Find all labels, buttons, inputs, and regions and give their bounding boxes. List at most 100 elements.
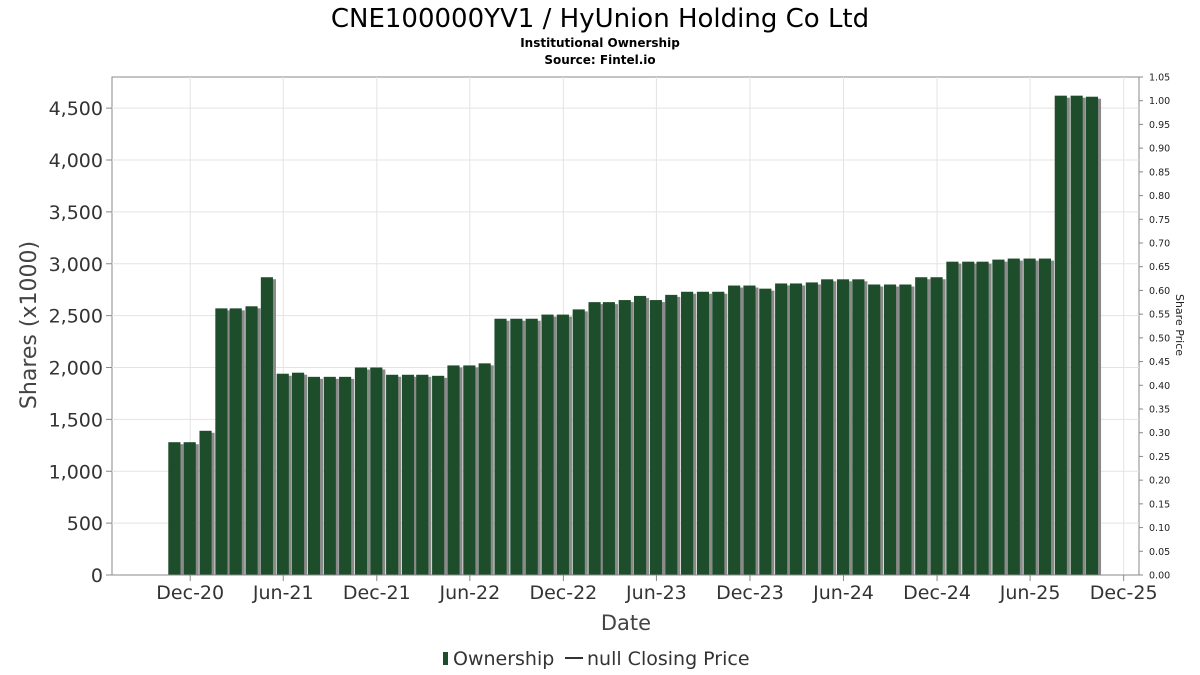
x-tick-label: Jun-23	[625, 582, 687, 604]
bar	[572, 309, 585, 575]
bar	[370, 367, 383, 575]
bar	[946, 261, 959, 575]
bar	[649, 300, 662, 575]
bar	[416, 374, 429, 575]
chart-title: CNE100000YV1 / HyUnion Holding Co Ltd	[331, 4, 869, 34]
y-right-tick-label: 0.05	[1149, 547, 1170, 558]
bar	[510, 318, 523, 575]
y-right-tick-label: 0.35	[1149, 405, 1170, 416]
bar	[541, 314, 554, 575]
bar	[1085, 96, 1099, 576]
bar	[759, 288, 772, 575]
bar	[556, 314, 569, 575]
bar	[1054, 95, 1067, 576]
legend-closing-price-label: null Closing Price	[587, 648, 750, 670]
bar	[805, 282, 818, 575]
bar	[821, 279, 834, 575]
bar	[323, 376, 336, 575]
bar	[634, 295, 647, 575]
bar	[401, 374, 415, 575]
x-tick-label: Dec-20	[156, 582, 224, 604]
y-right-tick-label: 0.30	[1149, 428, 1170, 439]
y-tick-label: 3,500	[49, 202, 103, 224]
bar	[775, 283, 788, 575]
bar	[696, 291, 710, 575]
bar	[883, 284, 897, 575]
bar	[836, 279, 850, 575]
bar	[915, 277, 928, 575]
y-right-tick-label: 1.05	[1149, 73, 1170, 84]
bar	[588, 302, 601, 575]
bar	[1007, 258, 1020, 575]
y-tick-label: 500	[67, 513, 103, 535]
bar	[852, 279, 865, 575]
y-right-tick-label: 0.10	[1149, 523, 1170, 534]
x-tick-label: Jun-22	[438, 582, 500, 604]
bar	[962, 261, 975, 575]
bar	[260, 277, 273, 575]
y-tick-label: 1,000	[49, 461, 103, 483]
bar	[525, 318, 538, 575]
y-axis-right-label: Share Price	[1173, 294, 1186, 356]
bar	[432, 375, 445, 575]
bar	[712, 291, 725, 575]
y-right-tick-label: 0.70	[1149, 239, 1170, 250]
y-right-tick-label: 0.60	[1149, 286, 1170, 297]
bar	[354, 367, 368, 575]
y-right-tick-label: 0.55	[1149, 310, 1170, 321]
bar	[276, 373, 289, 575]
bar	[183, 442, 196, 575]
bar	[681, 291, 694, 575]
y-right-tick-label: 0.85	[1149, 167, 1170, 178]
y-axis-label: Shares (x1000)	[17, 241, 42, 409]
y-right-tick-label: 0.20	[1149, 476, 1170, 487]
y-right-tick-label: 1.00	[1149, 96, 1170, 107]
x-tick-label: Jun-25	[999, 582, 1061, 604]
y-tick-label: 3,000	[49, 254, 103, 276]
y-right-tick-label: 0.25	[1149, 452, 1170, 463]
x-tick-label: Dec-22	[529, 582, 597, 604]
bar	[868, 284, 881, 575]
bar	[743, 285, 756, 575]
y-right-tick-label: 0.90	[1149, 144, 1170, 155]
legend: Ownership null Closing Price	[443, 648, 750, 670]
bar-series-ownership	[168, 95, 1102, 576]
bar	[168, 442, 181, 575]
bar	[930, 277, 943, 575]
x-tick-label: Dec-24	[903, 582, 971, 604]
y-right-tick-label: 0.15	[1149, 499, 1170, 510]
bar	[229, 308, 242, 575]
x-axis-label: Date	[601, 611, 651, 635]
bar	[463, 365, 476, 575]
x-tick-label: Dec-21	[343, 582, 411, 604]
bar	[245, 306, 258, 575]
bar	[494, 318, 507, 575]
x-tick-label: Dec-25	[1090, 582, 1158, 604]
y-right-tick-label: 0.45	[1149, 357, 1170, 368]
y-right-tick-label: 0.50	[1149, 333, 1170, 344]
x-tick-label: Dec-23	[716, 582, 784, 604]
bar	[1038, 258, 1052, 575]
legend-ownership-label: Ownership	[453, 648, 554, 670]
chart-subtitle: Institutional Ownership	[520, 36, 680, 50]
chart-source: Source: Fintel.io	[544, 53, 655, 67]
y-right-tick-label: 0.00	[1149, 571, 1170, 582]
bar	[386, 374, 399, 575]
bar	[199, 430, 212, 575]
bar	[447, 365, 460, 575]
y-tick-label: 4,500	[49, 98, 103, 120]
y-tick-label: 4,000	[49, 150, 103, 172]
y-right-tick-label: 0.80	[1149, 191, 1170, 202]
bar	[665, 294, 678, 575]
bar	[1023, 258, 1036, 575]
bar	[899, 284, 912, 575]
y-right-tick-label: 0.75	[1149, 215, 1170, 226]
bar	[618, 300, 631, 575]
bar	[307, 376, 320, 575]
y-tick-label: 2,500	[49, 306, 103, 328]
y-right-tick-label: 0.95	[1149, 120, 1170, 131]
bar	[789, 283, 803, 575]
y-tick-label: 0	[91, 565, 103, 587]
